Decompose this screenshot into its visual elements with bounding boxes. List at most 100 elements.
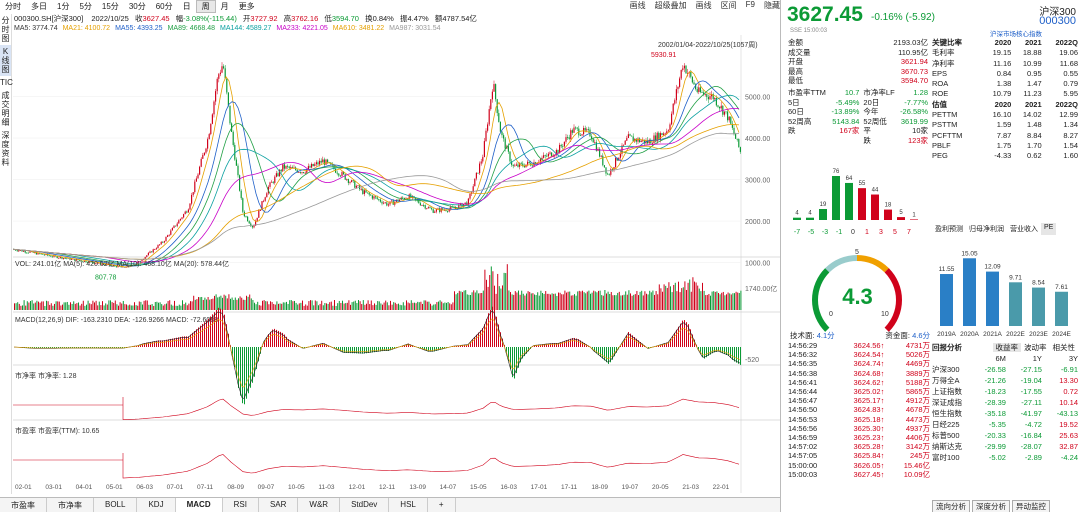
volume-bar xyxy=(657,294,659,310)
indicator-tab-7[interactable]: W&R xyxy=(298,498,341,512)
tool-5[interactable]: 隐藏 xyxy=(764,1,780,10)
indicator-tab-5[interactable]: RSI xyxy=(223,498,259,512)
volume-bar xyxy=(116,304,118,310)
indicator-tab-9[interactable]: HSL xyxy=(389,498,428,512)
macd-bar xyxy=(312,346,313,347)
macd-bar xyxy=(514,347,515,379)
rail-item-1[interactable]: K线图 xyxy=(0,45,11,76)
period-tab-9[interactable]: 月 xyxy=(220,1,229,11)
period-tab-7[interactable]: 日 xyxy=(182,1,191,11)
candle-body xyxy=(171,227,173,231)
macd-bar xyxy=(722,347,723,354)
x-tick-label: 12-01 xyxy=(349,484,366,491)
indicator-tab-10[interactable]: + xyxy=(428,498,456,512)
volume-bar xyxy=(326,303,327,310)
candle-body xyxy=(383,202,385,204)
candle-body xyxy=(503,135,505,139)
period-tab-6[interactable]: 60分 xyxy=(155,1,173,11)
macd-bar xyxy=(190,334,191,347)
index-link[interactable]: 沪深市场核心指数 xyxy=(990,31,1042,38)
volume-bar xyxy=(734,293,735,310)
indicator-tab-3[interactable]: KDJ xyxy=(137,498,176,512)
volume-bar xyxy=(254,302,255,310)
candle-body xyxy=(595,142,597,151)
macd-bar xyxy=(216,310,217,347)
macd-bar xyxy=(340,347,341,352)
dist-value: 4 xyxy=(795,211,799,217)
up-arrow-icon: ↑ xyxy=(880,442,885,452)
candle-body xyxy=(125,267,127,268)
macd-bar xyxy=(420,347,421,349)
candle-body xyxy=(173,225,175,228)
period-tab-10[interactable]: 更多 xyxy=(238,1,255,11)
candle-body xyxy=(594,142,596,144)
ma-MA233: MA233: 4221.05 xyxy=(276,25,328,32)
volume-bar xyxy=(274,304,276,310)
tick-row: 14:56:59 3625.23 ↑ 4406万 xyxy=(788,433,930,443)
candle-body xyxy=(117,265,119,268)
period-tab-2[interactable]: 1分 xyxy=(57,1,70,11)
volume-bar xyxy=(247,296,249,310)
macd-bar xyxy=(636,338,637,347)
indicator-tab-4[interactable]: MACD xyxy=(175,498,223,512)
rail-item-3[interactable]: 成交明细 xyxy=(1,91,10,127)
profit-tab-1[interactable]: 归母净利润 xyxy=(969,226,1004,233)
period-tab-3[interactable]: 5分 xyxy=(79,1,92,11)
analysis-tab-0[interactable]: 流向分析 xyxy=(932,500,970,512)
candle-body xyxy=(71,258,73,260)
period-tab-8[interactable]: 周 xyxy=(195,0,216,13)
return-tab-1[interactable]: 波动率 xyxy=(1024,343,1047,352)
tick-list[interactable]: 14:56:29 3624.56 ↑ 4731万 14:56:32 3624.54 ↑ 502… xyxy=(788,341,930,479)
indicator-tab-2[interactable]: BOLL xyxy=(94,498,138,512)
return-tab-0[interactable]: 收益率 xyxy=(992,343,1021,352)
volume-bar xyxy=(154,302,156,310)
candle-body xyxy=(314,164,316,167)
rail-item-0[interactable]: 分时图 xyxy=(1,16,10,43)
volume-bar xyxy=(559,292,561,310)
profit-tab-2[interactable]: 营业收入 xyxy=(1010,226,1038,233)
tick-row: 14:56:29 3624.56 ↑ 4731万 xyxy=(788,341,930,350)
volume-bar xyxy=(348,300,350,310)
macd-bar xyxy=(160,340,161,347)
candle-body xyxy=(658,132,660,140)
volume-bar xyxy=(132,305,134,310)
indicator-tab-0[interactable]: 市盈率 xyxy=(0,498,47,512)
indicator-tab-8[interactable]: StdDev xyxy=(340,498,390,512)
indicator-tab-1[interactable]: 市净率 xyxy=(47,498,94,512)
tool-1[interactable]: 超级叠加 xyxy=(654,1,687,10)
volume-bar xyxy=(151,304,153,310)
volume-bar xyxy=(287,303,289,310)
tool-4[interactable]: F9 xyxy=(745,0,755,9)
profit-tab-3[interactable]: PE xyxy=(1041,223,1057,235)
macd-bar xyxy=(292,341,293,347)
candle-body xyxy=(571,130,573,133)
candle-body xyxy=(562,146,564,148)
period-tab-1[interactable]: 多日 xyxy=(31,1,47,11)
tick-row: 14:56:35 3624.74 ↑ 4469万 xyxy=(788,359,930,369)
tick-row: 14:56:44 3625.02 ↑ 5865万 xyxy=(788,387,930,397)
candle-body xyxy=(731,123,733,128)
volume-bar xyxy=(470,294,471,310)
candle-body xyxy=(29,251,31,253)
period-tab-5[interactable]: 30分 xyxy=(128,1,146,11)
volume-bar xyxy=(502,285,503,310)
profit-tab-0[interactable]: 盈利预测 xyxy=(935,226,963,233)
volume-bar xyxy=(732,293,734,310)
analysis-tab-2[interactable]: 异动监控 xyxy=(1012,500,1050,512)
macd-bar xyxy=(630,333,631,347)
period-tab-0[interactable]: 分时 xyxy=(5,1,21,11)
return-row: 富时100 -5.02 -2.89 -4.24 xyxy=(932,453,1078,462)
rail-item-4[interactable]: 深度资料 xyxy=(1,131,10,167)
tool-0[interactable]: 画线 xyxy=(629,1,646,10)
candle-body xyxy=(288,166,290,168)
kline-chart[interactable]: 5000.00 4000.00 3000.00 2000.00 1000.00 2002/… xyxy=(13,35,780,493)
tool-3[interactable]: 区间 xyxy=(720,1,737,10)
volume-bar xyxy=(442,303,444,310)
indicator-tab-6[interactable]: SAR xyxy=(259,498,299,512)
return-tab-2[interactable]: 相关性 xyxy=(1052,343,1076,352)
candle-body xyxy=(490,99,492,110)
rail-item-2[interactable]: TICK xyxy=(0,78,19,87)
analysis-tab-1[interactable]: 深度分析 xyxy=(972,500,1010,512)
period-tab-4[interactable]: 15分 xyxy=(101,1,119,11)
tool-2[interactable]: 画线 xyxy=(695,1,712,10)
